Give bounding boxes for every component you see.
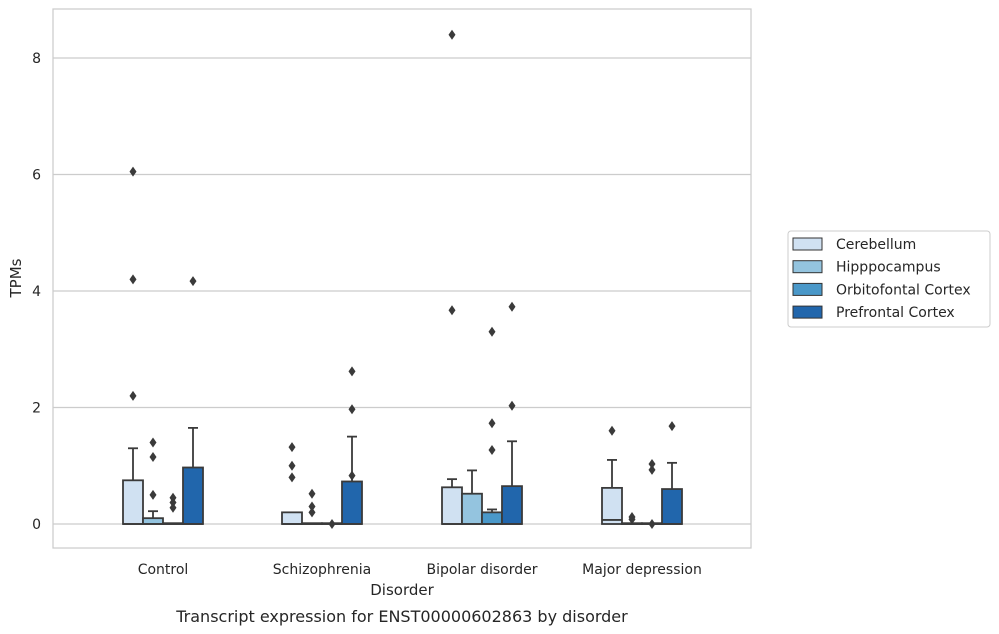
legend-swatch xyxy=(792,305,823,319)
outlier-marker xyxy=(169,502,177,513)
outlier-marker xyxy=(328,519,336,529)
outlier-marker xyxy=(448,305,456,316)
legend-label: Orbitofontal Cortex xyxy=(836,282,971,298)
outlier-marker xyxy=(628,512,636,523)
legend-label: Cerebellum xyxy=(836,237,916,253)
outlier-marker xyxy=(149,452,157,463)
y-tick-labels: 0 2 4 6 8 xyxy=(32,51,41,533)
outlier-marker xyxy=(488,418,496,429)
box-plot-item xyxy=(182,276,204,525)
x-tick-label: Bipolar disorder xyxy=(426,562,537,578)
y-tick-label: 8 xyxy=(32,51,41,67)
outlier-marker xyxy=(149,489,157,500)
legend-label: Hipppocampus xyxy=(836,260,941,276)
box-body xyxy=(661,488,683,525)
box-plot-item xyxy=(341,366,363,525)
outlier-marker xyxy=(648,459,656,470)
box-body xyxy=(501,485,523,525)
box-body xyxy=(441,486,463,525)
box-plot-item xyxy=(661,421,683,525)
outlier-marker xyxy=(189,276,197,287)
box-series-layer xyxy=(122,29,683,529)
outlier-marker xyxy=(508,400,516,411)
box-plot-item xyxy=(301,488,323,525)
y-tick-label: 0 xyxy=(32,517,41,533)
legend: Cerebellum Hipppocampus Orbitofontal Corte… xyxy=(787,230,991,328)
outlier-marker xyxy=(488,445,496,456)
outlier-marker xyxy=(348,470,356,481)
box-plot-item xyxy=(601,425,623,525)
outlier-marker xyxy=(648,464,656,475)
outlier-marker xyxy=(508,301,516,312)
outlier-marker xyxy=(308,501,316,512)
box-body xyxy=(341,480,363,525)
box-plot-item xyxy=(281,442,303,525)
series-prefrontal-cortex xyxy=(182,276,683,525)
y-tick-label: 6 xyxy=(32,168,41,184)
box-plot-item xyxy=(501,301,523,525)
box-plot-item xyxy=(641,459,663,529)
outlier-marker xyxy=(129,166,137,177)
legend-swatch xyxy=(792,282,823,296)
outlier-marker xyxy=(668,421,676,432)
x-tick-label: Control xyxy=(138,562,189,578)
outlier-marker xyxy=(648,519,656,529)
box-body xyxy=(481,511,503,525)
chart-caption: Transcript expression for ENST0000060286… xyxy=(175,607,628,626)
y-tick-label: 2 xyxy=(32,401,41,417)
legend-swatch xyxy=(792,260,823,274)
outlier-marker xyxy=(149,437,157,448)
y-tick-label: 4 xyxy=(32,284,41,300)
box-plot-item xyxy=(621,512,643,525)
outlier-marker xyxy=(608,425,616,436)
y-axis-label: TPMs xyxy=(7,258,25,298)
box-plot-item xyxy=(481,326,503,525)
plot-area-frame xyxy=(52,8,752,549)
legend-swatch xyxy=(792,237,823,251)
box-plot-item xyxy=(142,437,164,525)
outlier-marker xyxy=(308,507,316,518)
outlier-marker xyxy=(348,404,356,415)
series-orbitofontal-cortex xyxy=(162,326,663,529)
x-tick-label: Schizophrenia xyxy=(273,562,371,578)
outlier-marker xyxy=(169,492,177,503)
outlier-marker xyxy=(448,29,456,40)
legend-frame xyxy=(787,230,991,328)
outlier-marker xyxy=(288,472,296,483)
series-cerebellum xyxy=(122,29,623,525)
box-body xyxy=(461,492,483,525)
x-tick-label: Major depression xyxy=(582,562,702,578)
outlier-marker xyxy=(308,488,316,499)
box-plot-item xyxy=(122,166,144,525)
outlier-marker xyxy=(488,326,496,337)
box-plot-item xyxy=(162,492,184,525)
outlier-marker xyxy=(129,274,137,285)
outlier-marker xyxy=(348,366,356,377)
legend-label: Prefrontal Cortex xyxy=(836,305,955,321)
grid-lines xyxy=(53,57,751,525)
outlier-marker xyxy=(288,460,296,471)
x-tick-labels: Control Schizophrenia Bipolar disorder Majo… xyxy=(138,562,702,578)
x-axis-label: Disorder xyxy=(370,581,434,599)
outlier-marker xyxy=(288,442,296,453)
series-hipppocampus xyxy=(142,437,643,525)
box-body xyxy=(601,486,623,525)
box-body xyxy=(281,511,303,525)
box-plot-item xyxy=(461,469,483,525)
box-plot-item xyxy=(321,519,343,529)
outlier-marker xyxy=(129,390,137,401)
box-plot-item xyxy=(441,29,463,525)
box-body xyxy=(182,466,204,525)
box-body xyxy=(122,479,144,525)
